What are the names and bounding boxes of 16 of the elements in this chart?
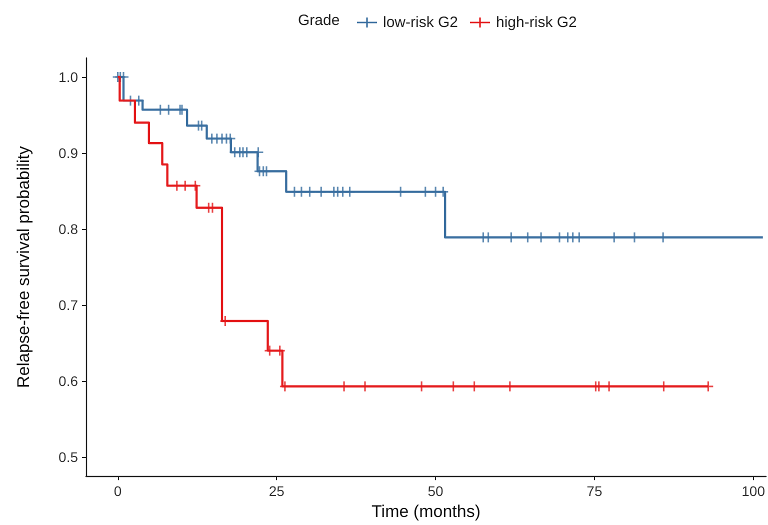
y-axis-title: Relapse-free survival probability — [14, 146, 33, 388]
legend-title: Grade — [298, 12, 340, 29]
y-tick-label: 0.9 — [58, 145, 78, 162]
legend-label: low-risk G2 — [383, 14, 458, 31]
y-tick-label: 1.0 — [58, 69, 78, 86]
y-tick-label: 0.6 — [58, 373, 78, 390]
y-tick-label: 0.7 — [58, 297, 78, 314]
x-tick-label: 75 — [586, 483, 602, 500]
x-tick-label: 25 — [268, 483, 285, 500]
x-tick-label: 0 — [114, 483, 122, 500]
legend-label: high-risk G2 — [496, 14, 577, 31]
x-tick-label: 100 — [742, 483, 766, 500]
x-axis-title: Time (months) — [372, 502, 480, 521]
y-tick-label: 0.8 — [58, 221, 78, 238]
y-tick-label: 0.5 — [58, 449, 78, 466]
x-tick-label: 50 — [428, 483, 444, 500]
